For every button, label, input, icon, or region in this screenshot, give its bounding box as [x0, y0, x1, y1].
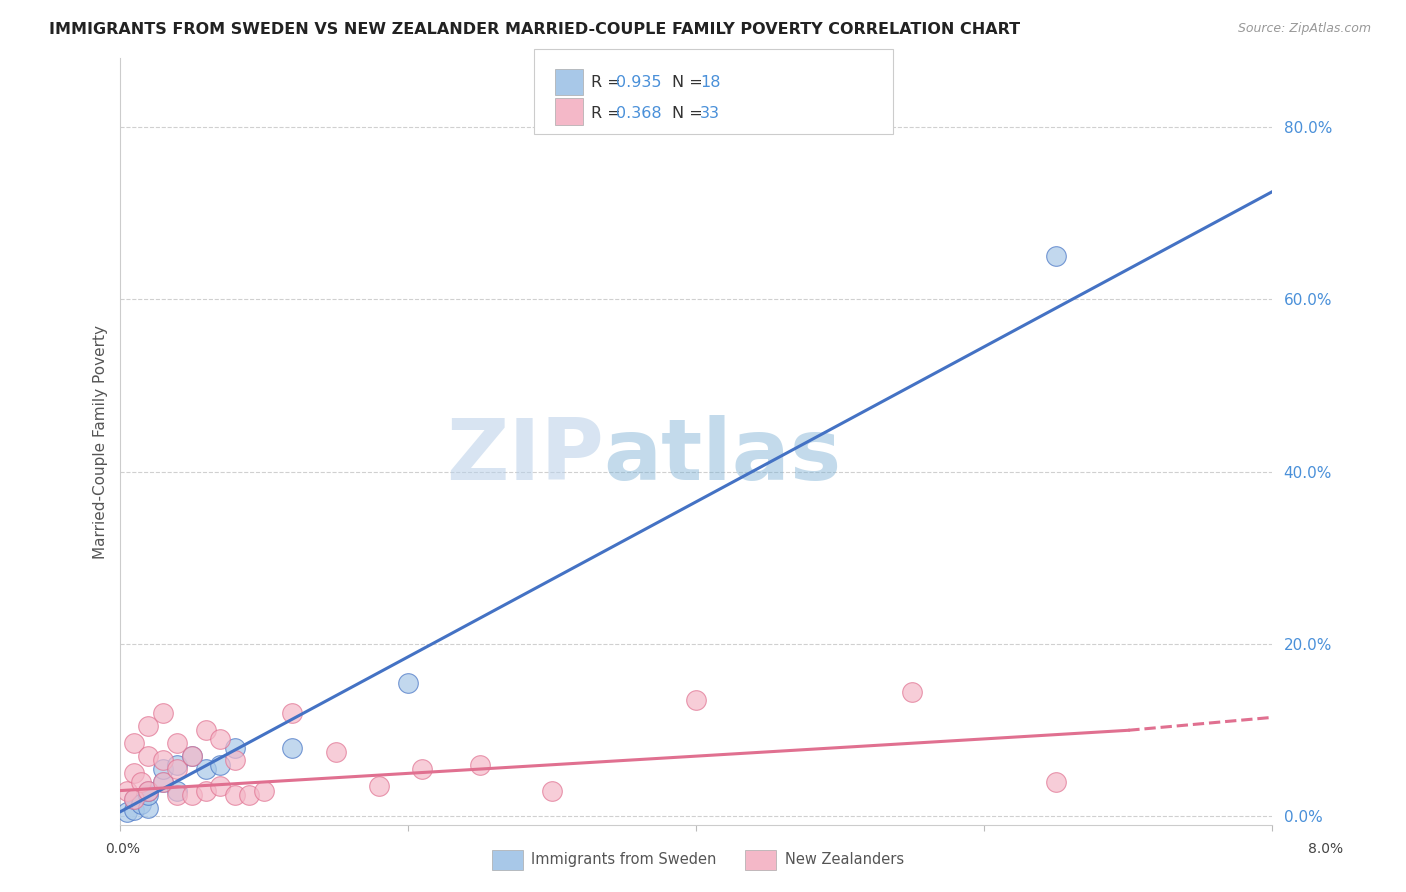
Point — [468, 757, 491, 772]
Point — [194, 783, 218, 797]
Point — [122, 792, 145, 806]
Point — [238, 788, 260, 802]
Text: 33: 33 — [700, 106, 720, 120]
Point — [209, 757, 232, 772]
Point — [152, 762, 174, 776]
Point — [166, 762, 188, 776]
Y-axis label: Married-Couple Family Poverty: Married-Couple Family Poverty — [93, 325, 108, 558]
Text: IMMIGRANTS FROM SWEDEN VS NEW ZEALANDER MARRIED-COUPLE FAMILY POVERTY CORRELATIO: IMMIGRANTS FROM SWEDEN VS NEW ZEALANDER … — [49, 22, 1021, 37]
Point — [115, 783, 138, 797]
Text: 0.935: 0.935 — [616, 75, 661, 89]
Point — [224, 788, 246, 802]
Point — [122, 792, 145, 806]
Point — [122, 766, 145, 780]
Point — [129, 797, 152, 811]
Point — [224, 754, 246, 768]
Point — [224, 740, 246, 755]
Point — [115, 805, 138, 820]
Point — [411, 762, 433, 776]
Point — [368, 780, 391, 794]
Point — [129, 775, 152, 789]
Point — [540, 783, 562, 797]
Point — [1045, 775, 1067, 789]
Text: R =: R = — [591, 106, 626, 120]
Point — [152, 775, 174, 789]
Text: 18: 18 — [700, 75, 721, 89]
Point — [396, 676, 419, 690]
Point — [138, 783, 160, 797]
Text: Immigrants from Sweden: Immigrants from Sweden — [531, 853, 717, 867]
Point — [138, 783, 160, 797]
Point — [122, 803, 145, 817]
Text: atlas: atlas — [603, 416, 842, 499]
Text: 8.0%: 8.0% — [1308, 842, 1343, 856]
Point — [1045, 249, 1067, 263]
Point — [209, 731, 232, 746]
Point — [281, 740, 304, 755]
Point — [138, 719, 160, 733]
Text: Source: ZipAtlas.com: Source: ZipAtlas.com — [1237, 22, 1371, 36]
Point — [180, 749, 202, 764]
Point — [138, 749, 160, 764]
Text: New Zealanders: New Zealanders — [785, 853, 904, 867]
Point — [166, 783, 188, 797]
Point — [685, 693, 707, 707]
Point — [122, 736, 145, 750]
Text: N =: N = — [672, 106, 709, 120]
Text: 0.0%: 0.0% — [105, 842, 141, 856]
Point — [152, 775, 174, 789]
Point — [901, 684, 924, 698]
Point — [194, 762, 218, 776]
Point — [152, 754, 174, 768]
Text: N =: N = — [672, 75, 709, 89]
Point — [325, 745, 347, 759]
Point — [209, 780, 232, 794]
Point — [138, 801, 160, 815]
Point — [180, 749, 202, 764]
Point — [194, 723, 218, 738]
Text: ZIP: ZIP — [446, 416, 603, 499]
Text: R =: R = — [591, 75, 626, 89]
Text: 0.368: 0.368 — [616, 106, 661, 120]
Point — [180, 788, 202, 802]
Point — [152, 706, 174, 720]
Point — [166, 788, 188, 802]
Point — [138, 788, 160, 802]
Point — [253, 783, 276, 797]
Point — [166, 736, 188, 750]
Point — [166, 757, 188, 772]
Point — [281, 706, 304, 720]
